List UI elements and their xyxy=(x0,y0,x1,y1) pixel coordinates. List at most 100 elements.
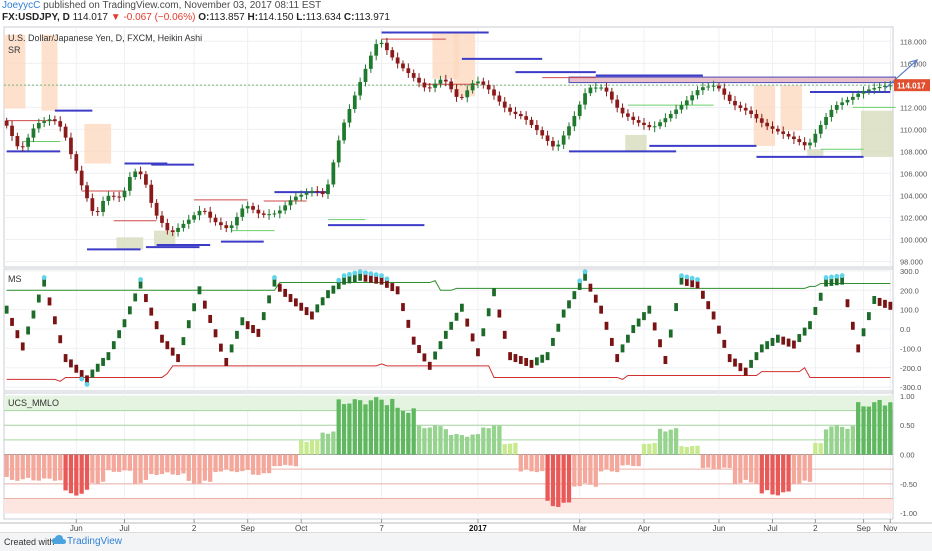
ms-extreme-dot xyxy=(373,272,379,278)
mmlo-bar xyxy=(818,443,823,455)
candle-body xyxy=(765,122,770,127)
candle-body xyxy=(438,79,443,84)
ms-oscillator-bar xyxy=(379,276,384,285)
candle-body xyxy=(117,196,122,198)
candle-body xyxy=(738,105,743,108)
candle-body xyxy=(588,87,593,94)
ms-oscillator-bar xyxy=(524,357,529,366)
ms-oscillator-bar xyxy=(540,354,545,363)
ms-oscillator-bar xyxy=(727,354,732,363)
sr-vertical-zone xyxy=(780,85,802,131)
mmlo-bar xyxy=(598,454,604,472)
ms-oscillator-bar xyxy=(90,369,95,378)
ms-oscillator-bar xyxy=(684,277,689,286)
candle-body xyxy=(342,122,346,141)
mmlo-bar xyxy=(47,454,52,479)
candle-body xyxy=(883,85,887,87)
price-tick-label: 106.000 xyxy=(900,169,927,178)
candle-body xyxy=(567,126,571,136)
ms-oscillator-bar xyxy=(438,341,443,350)
ms-oscillator-bar xyxy=(690,279,695,288)
candle-body xyxy=(197,210,202,216)
ms-oscillator-bar xyxy=(74,364,79,373)
candle-body xyxy=(138,171,143,175)
mmlo-bar xyxy=(647,443,652,455)
mmlo-bar xyxy=(791,454,797,484)
time-tick-label: Jul xyxy=(767,524,777,532)
ms-extreme-dot xyxy=(384,276,390,282)
mmlo-bar xyxy=(711,454,716,469)
ms-tick-label: 200.0 xyxy=(900,286,919,295)
mmlo-bar xyxy=(507,443,513,455)
ms-oscillator-bar xyxy=(850,321,855,330)
ms-oscillator-bar xyxy=(476,348,480,357)
mmlo-bar xyxy=(384,405,390,455)
candle-body xyxy=(684,100,689,106)
sr-indicator-label: SR xyxy=(8,45,21,55)
candle-body xyxy=(620,107,625,114)
candle-body xyxy=(272,213,277,215)
candle-body xyxy=(293,196,298,201)
candle-body xyxy=(845,99,850,103)
tradingview-brand-link[interactable]: TradingView xyxy=(67,536,123,547)
ms-oscillator-bar xyxy=(636,318,641,327)
ms-oscillator-bar xyxy=(460,303,464,312)
ms-oscillator-bar xyxy=(754,352,759,361)
mmlo-tick-label: 0.00 xyxy=(900,451,915,460)
candle-body xyxy=(679,105,684,110)
candle-body xyxy=(465,90,470,98)
candle-body xyxy=(534,124,539,131)
mmlo-bar xyxy=(266,454,272,474)
ms-oscillator-bar xyxy=(229,344,234,353)
ms-oscillator-bar xyxy=(834,277,839,286)
symbol-label[interactable]: FX:USDJPY, D xyxy=(2,12,70,23)
mmlo-bar xyxy=(470,434,475,455)
time-tick-label: Jul xyxy=(119,524,129,532)
ms-oscillator-bar xyxy=(486,308,491,317)
candle-body xyxy=(224,225,229,229)
ms-oscillator-bar xyxy=(127,306,132,315)
ms-oscillator-bar xyxy=(411,336,416,345)
candle-body xyxy=(593,87,598,89)
mmlo-bar xyxy=(534,454,540,473)
mmlo-bar xyxy=(877,399,882,455)
mmlo-bar xyxy=(690,446,695,455)
ms-oscillator-bar xyxy=(117,330,122,339)
ms-oscillator-bar xyxy=(58,335,63,344)
chart-canvas[interactable]: Jun Jul 2 Sep Oct 7 2017 Mar Apr Jun Jul 2 Sep Nov 118… xyxy=(0,0,932,532)
mmlo-bar xyxy=(95,454,100,484)
candle-body xyxy=(251,206,255,210)
mmlo-bar xyxy=(20,454,25,480)
mmlo-bar xyxy=(234,454,240,473)
ms-oscillator-bar xyxy=(743,367,748,376)
mmlo-bar xyxy=(502,444,507,455)
candle-body xyxy=(160,215,164,223)
mmlo-bar xyxy=(850,425,855,455)
mmlo-bar xyxy=(133,454,138,484)
ms-pane-marks xyxy=(4,269,893,387)
author-link[interactable]: JoeyycC xyxy=(2,0,41,11)
candle-body xyxy=(711,85,716,87)
time-tick-label: 7 xyxy=(379,524,384,532)
mmlo-bar xyxy=(427,427,432,455)
mmlo-bar xyxy=(400,410,406,455)
candle-body xyxy=(604,87,609,92)
candle-body xyxy=(261,213,266,215)
candle-body xyxy=(15,135,20,147)
mmlo-bar xyxy=(320,432,325,455)
candle-body xyxy=(315,190,320,192)
candle-body xyxy=(658,122,662,127)
candle-body xyxy=(144,174,148,185)
ms-oscillator-bar xyxy=(872,295,877,304)
candle-body xyxy=(690,95,695,101)
ms-oscillator-bar xyxy=(502,330,507,339)
candle-body xyxy=(583,93,587,105)
candle-body xyxy=(245,206,250,209)
candle-body xyxy=(149,184,154,203)
ms-oscillator-bar xyxy=(556,323,561,332)
ms-extreme-dot xyxy=(834,273,840,279)
mmlo-bar xyxy=(566,454,572,503)
candle-body xyxy=(556,144,561,147)
candle-body xyxy=(406,68,411,74)
ms-oscillator-bar xyxy=(256,328,261,337)
